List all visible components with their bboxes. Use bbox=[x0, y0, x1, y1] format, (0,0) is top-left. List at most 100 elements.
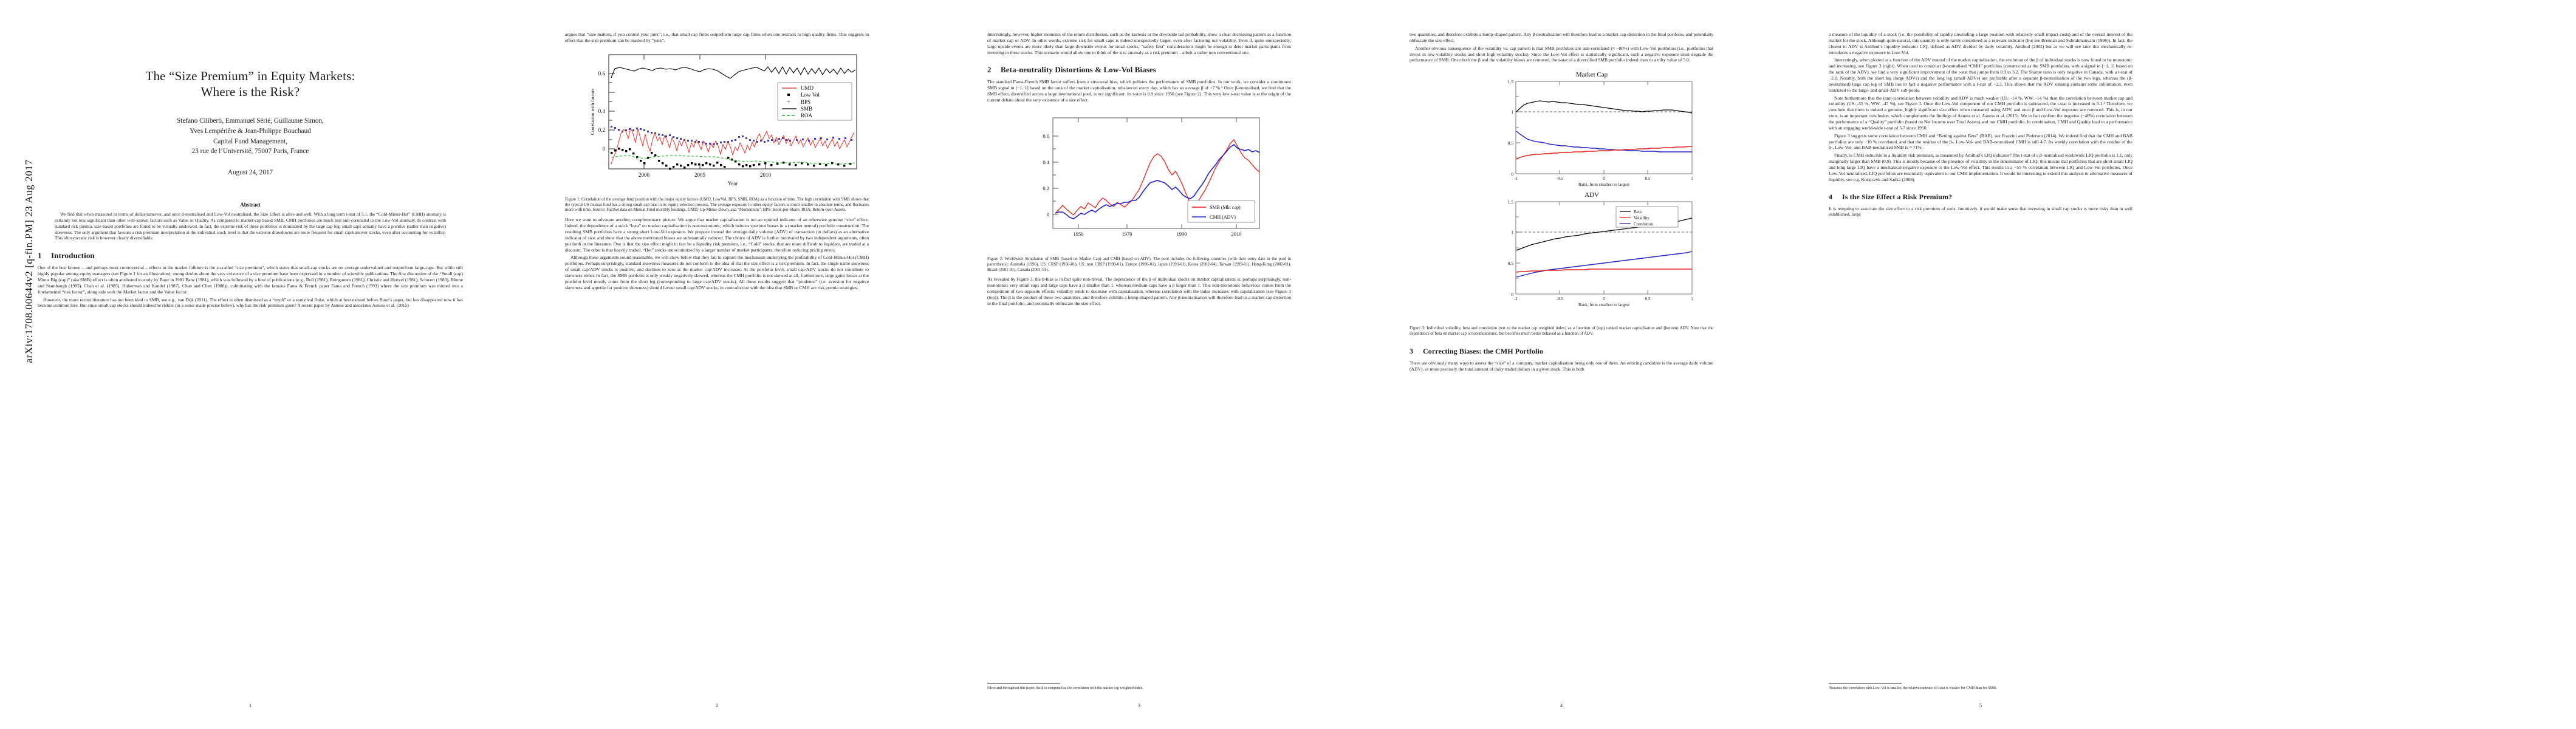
publication-date: August 24, 2017 bbox=[227, 169, 273, 177]
page-title: The “Size Premium” in Equity Markets: Wh… bbox=[38, 68, 463, 100]
svg-text:2000: 2000 bbox=[639, 172, 650, 178]
section-heading-risk-premium: 4 Is the Size Effect a Risk Premium? bbox=[1829, 193, 2132, 202]
section-number: 1 bbox=[38, 251, 42, 261]
author-block: Stefano Ciliberti, Emmanuel Sérié, Guill… bbox=[38, 116, 463, 157]
paragraph: argues that “size matters, if you contro… bbox=[565, 32, 869, 43]
svg-text:-0.5: -0.5 bbox=[1556, 296, 1563, 301]
svg-text:ROA: ROA bbox=[801, 112, 813, 118]
svg-text:1: 1 bbox=[1691, 296, 1693, 301]
svg-text:0.2: 0.2 bbox=[1043, 185, 1049, 191]
title-line-1: The “Size Premium” in Equity Markets: bbox=[145, 69, 355, 83]
paragraph: The standard Fama-French SMB factor suff… bbox=[987, 79, 1291, 103]
figure-3-top-title: Market Cap bbox=[1576, 71, 1608, 78]
figure-2-chart: 0.6 0.4 0.2 0 1950 1970 1990 2010 bbox=[1043, 117, 1260, 237]
page-2-body: Here we want to advocate another, comple… bbox=[565, 217, 869, 290]
footnote: ²Because the correlation with Low-Vol is… bbox=[1829, 686, 1997, 691]
svg-text:2010: 2010 bbox=[1231, 231, 1242, 237]
svg-text:0: 0 bbox=[603, 146, 606, 152]
svg-text:0.5: 0.5 bbox=[1508, 261, 1514, 266]
paragraph: Note furthermore that the (anti-)correla… bbox=[1829, 95, 2132, 131]
abstract-heading: Abstract bbox=[240, 202, 261, 208]
authors-line-2: Yves Lempérière & Jean-Philippe Bouchaud bbox=[190, 127, 311, 135]
svg-text:SMB: SMB bbox=[801, 106, 812, 112]
figure-1-legend: UMD Low Vol + BPS SMB ROA bbox=[777, 82, 852, 121]
svg-text:SMB (Mkt cap): SMB (Mkt cap) bbox=[1210, 205, 1241, 210]
svg-text:Rank, from smallest to largest: Rank, from smallest to largest bbox=[1578, 182, 1629, 187]
authors-line-1: Stefano Ciliberti, Emmanuel Sérié, Guill… bbox=[177, 117, 324, 125]
svg-text:1990: 1990 bbox=[1177, 231, 1187, 237]
svg-text:-0.5: -0.5 bbox=[1556, 176, 1563, 181]
svg-text:Correlation: Correlation bbox=[1634, 222, 1653, 227]
paragraph: Although these arguments sound reasonabl… bbox=[565, 255, 869, 290]
page-number: 4 bbox=[1560, 703, 1563, 708]
svg-text:0.2: 0.2 bbox=[598, 127, 605, 133]
section-number: 3 bbox=[1410, 346, 1414, 355]
page-5-sec4-body: It is tempting to associate the size eff… bbox=[1829, 206, 2132, 218]
section-title: Correcting Biases: the CMH Portfolio bbox=[1423, 346, 1543, 355]
svg-text:Year: Year bbox=[728, 180, 738, 187]
svg-text:1: 1 bbox=[1511, 109, 1513, 115]
page-3-top-body: Interestingly, however, higher moments o… bbox=[987, 32, 1291, 55]
svg-text:0: 0 bbox=[1603, 296, 1605, 301]
svg-text:2005: 2005 bbox=[694, 172, 706, 178]
figure-3-legend: Beta Volatility Correlation bbox=[1615, 206, 1679, 228]
paragraph: Interestingly, however, higher moments o… bbox=[987, 32, 1291, 55]
section-heading-introduction: 1 Introduction bbox=[38, 251, 463, 261]
page-3-body: As revealed by Figure 3, the β-bias is i… bbox=[987, 276, 1291, 306]
svg-text:+: + bbox=[787, 99, 790, 106]
page-1-body: One of the best known – and perhaps most… bbox=[38, 265, 463, 309]
affiliation-line-2: 23 rue de l’Université, 75007 Paris, Fra… bbox=[191, 148, 309, 156]
abstract-paragraph: We find that when measured in terms of d… bbox=[55, 211, 446, 241]
svg-text:0: 0 bbox=[1511, 292, 1513, 297]
figure-3-chart: Market Cap 1.5 1 0.5 0 bbox=[1508, 71, 1694, 307]
abstract-body: We find that when measured in terms of d… bbox=[55, 211, 446, 241]
figure-1: 0.6 0.4 0.2 0 2000 2005 2010 Year Correl… bbox=[565, 49, 869, 213]
svg-text:-1: -1 bbox=[1514, 176, 1518, 181]
section-title: Is the Size Effect a Risk Premium? bbox=[1842, 192, 1953, 201]
paragraph: Interestingly, when plotted as a functio… bbox=[1829, 57, 2132, 93]
svg-text:-1: -1 bbox=[1514, 296, 1518, 301]
svg-text:Correlation with factors: Correlation with factors bbox=[590, 89, 595, 135]
figure-2: 0.6 0.4 0.2 0 1950 1970 1990 2010 bbox=[987, 108, 1291, 273]
svg-text:CMH (ADV): CMH (ADV) bbox=[1210, 214, 1236, 220]
paragraph: a measure of the liquidity of a stock (i… bbox=[1829, 32, 2132, 55]
paragraph: As revealed by Figure 3, the β-bias is i… bbox=[987, 276, 1291, 306]
figure-3-bottom-title: ADV bbox=[1584, 191, 1599, 199]
paragraph: One of the best known – and perhaps most… bbox=[38, 265, 463, 295]
svg-text:0.6: 0.6 bbox=[598, 70, 606, 77]
svg-text:1: 1 bbox=[1691, 176, 1693, 181]
page-2-top-body: argues that “size matters, if you contro… bbox=[565, 32, 869, 44]
svg-text:1: 1 bbox=[1511, 230, 1513, 235]
page-number: 3 bbox=[1138, 703, 1140, 708]
paragraph: Here we want to advocate another, comple… bbox=[565, 217, 869, 253]
section-heading-cmh-portfolio: 3 Correcting Biases: the CMH Portfolio bbox=[1410, 347, 1713, 356]
section-number: 2 bbox=[987, 65, 992, 75]
page-5: a measure of the liquidity of a stock (i… bbox=[1829, 0, 2132, 729]
paragraph: There are obviously many ways to assess … bbox=[1410, 360, 1713, 372]
svg-text:Rank, from smallest to largest: Rank, from smallest to largest bbox=[1578, 303, 1629, 307]
figure-3: Market Cap 1.5 1 0.5 0 bbox=[1410, 68, 1713, 337]
svg-text:Beta: Beta bbox=[1634, 210, 1642, 214]
figure-1-caption: Figure 1: Correlation of the average fun… bbox=[565, 197, 869, 213]
figure-2-legend: SMB (Mkt cap) CMH (ADV) bbox=[1187, 200, 1255, 223]
paragraph: Finally, is CMH reducible to a liquidity… bbox=[1829, 152, 2132, 182]
svg-text:1.5: 1.5 bbox=[1508, 199, 1514, 205]
svg-text:0.4: 0.4 bbox=[598, 108, 606, 114]
svg-text:0.5: 0.5 bbox=[1508, 140, 1514, 146]
paragraph: Another obvious consequence of the volat… bbox=[1410, 45, 1713, 63]
page-2: argues that “size matters, if you contro… bbox=[565, 0, 869, 729]
footnote-rule bbox=[1829, 683, 1902, 685]
footnote: ¹Here and throughout this paper, the β i… bbox=[987, 686, 1144, 691]
page-3: Interestingly, however, higher moments o… bbox=[987, 0, 1291, 729]
paragraph: Figure 3 suggests some correlation betwe… bbox=[1829, 132, 2132, 151]
section-number: 4 bbox=[1829, 192, 1833, 201]
section-title: Beta-neutrality Distortions & Low-Vol Bi… bbox=[1001, 65, 1156, 75]
section-heading-beta-neutrality: 2 Beta-neutrality Distortions & Low-Vol B… bbox=[987, 65, 1291, 75]
page-4-sec3-body: There are obviously many ways to assess … bbox=[1410, 360, 1713, 372]
svg-text:BPS: BPS bbox=[801, 99, 810, 105]
paragraph: However, the more recent literature has … bbox=[38, 296, 463, 309]
page-number: 5 bbox=[1979, 703, 1982, 708]
arxiv-stamp: arXiv:1708.00644v2 [q-fin.PM] 23 Aug 201… bbox=[23, 159, 35, 363]
page-number: 2 bbox=[716, 703, 718, 708]
